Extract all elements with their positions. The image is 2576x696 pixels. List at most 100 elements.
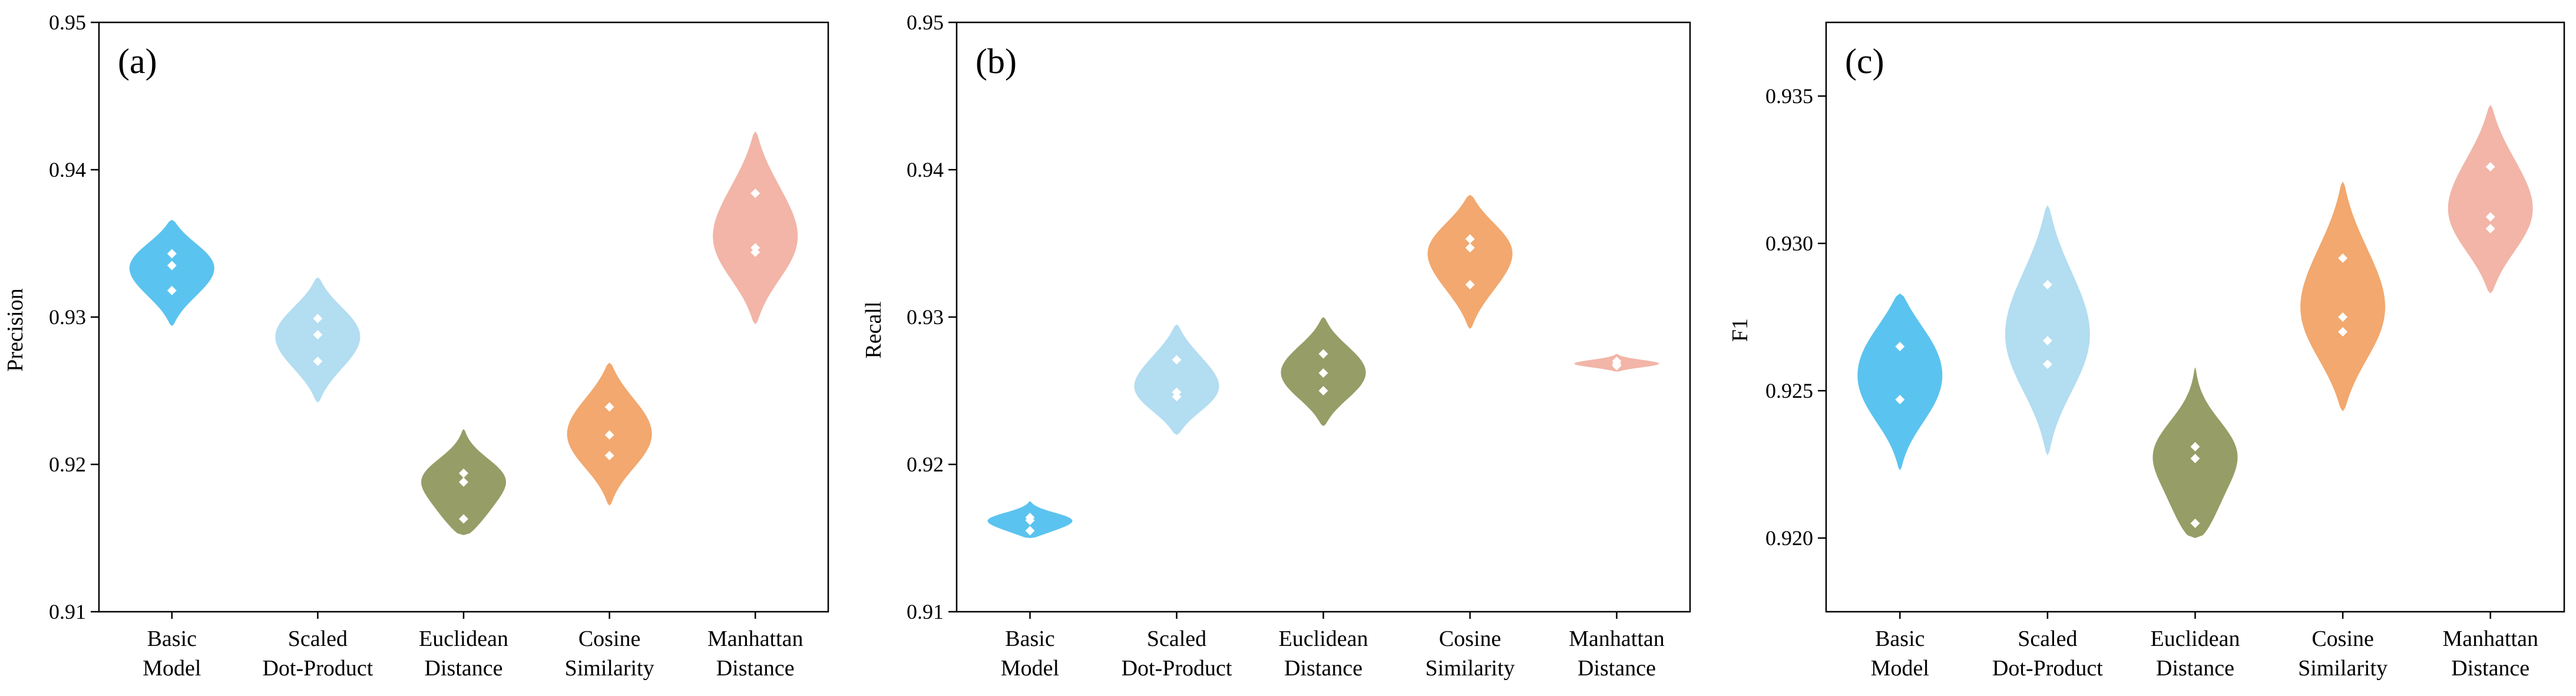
x-tick-label-scaled-dot-product: Scaled — [2018, 626, 2077, 651]
data-point-cosine-similarity — [2338, 327, 2348, 337]
data-point-scaled-dot-product — [313, 314, 323, 324]
y-tick-label: 0.920 — [1765, 526, 1813, 550]
data-point-euclidean-distance — [459, 477, 468, 487]
y-axis-label: Recall — [861, 301, 886, 358]
y-tick-label: 0.925 — [1765, 379, 1813, 403]
x-tick-label-cosine-similarity: Similarity — [565, 656, 654, 681]
y-tick-label: 0.930 — [1765, 232, 1813, 255]
y-tick-label: 0.94 — [907, 158, 944, 182]
x-tick-label-euclidean-distance: Distance — [2156, 656, 2234, 681]
data-point-manhattan-distance — [750, 189, 760, 198]
data-point-manhattan-distance — [2485, 224, 2495, 233]
x-tick-label-manhattan-distance: Distance — [2451, 656, 2529, 681]
data-point-manhattan-distance — [2485, 212, 2495, 222]
x-tick-label-euclidean-distance: Euclidean — [419, 626, 508, 651]
data-point-basic-model — [1895, 395, 1905, 404]
data-point-scaled-dot-product — [2042, 280, 2052, 289]
data-point-scaled-dot-product — [1172, 355, 1182, 365]
violin-basic-model — [1857, 293, 1943, 470]
violin-scaled-dot-product — [2005, 205, 2090, 456]
y-tick-label: 0.92 — [907, 453, 944, 476]
data-point-manhattan-distance — [1612, 361, 1622, 371]
violin-euclidean-distance — [2152, 367, 2238, 538]
x-tick-label-euclidean-distance: Distance — [1284, 656, 1363, 681]
x-tick-label-manhattan-distance: Distance — [1578, 656, 1656, 681]
panel-a: 0.91 0.92 0.93 0.94 0.95 Precision (a) Basic Mod… — [3, 11, 829, 681]
x-tick-label-scaled-dot-product: Dot-Product — [262, 656, 373, 681]
violin-cosine-similarity — [1427, 194, 1513, 329]
x-tick-label-cosine-similarity: Similarity — [1426, 656, 1515, 681]
x-tick-label-basic-model: Basic — [1005, 626, 1054, 651]
data-point-scaled-dot-product — [313, 357, 323, 366]
data-point-cosine-similarity — [1465, 243, 1475, 253]
panel-label: (c) — [1845, 42, 1884, 81]
data-point-cosine-similarity — [1465, 234, 1475, 244]
x-tick-label-cosine-similarity: Cosine — [1439, 626, 1502, 651]
x-tick-label-manhattan-distance: Distance — [716, 656, 795, 681]
y-tick-label: 0.91 — [49, 600, 86, 624]
x-tick-label-basic-model: Model — [143, 656, 201, 681]
panel-b: 0.91 0.92 0.93 0.94 0.95 Recall (b) Basic Model S… — [861, 11, 1691, 681]
violin-basic-model — [129, 220, 214, 326]
y-axis-label: Precision — [3, 288, 28, 371]
data-point-euclidean-distance — [2190, 519, 2200, 528]
y-axis-label: F1 — [1728, 318, 1752, 342]
y-tick-label: 0.91 — [907, 600, 944, 624]
data-point-euclidean-distance — [1318, 386, 1328, 395]
x-tick-label-scaled-dot-product: Scaled — [288, 626, 348, 651]
y-tick-label: 0.93 — [49, 305, 86, 329]
data-point-euclidean-distance — [459, 469, 468, 478]
data-point-euclidean-distance — [2190, 442, 2200, 451]
x-tick-label-euclidean-distance: Euclidean — [1279, 626, 1368, 651]
data-point-euclidean-distance — [1318, 368, 1328, 378]
x-tick-label-scaled-dot-product: Scaled — [1147, 626, 1206, 651]
data-point-euclidean-distance — [2190, 454, 2200, 463]
y-tick-label: 0.93 — [907, 305, 944, 329]
data-point-manhattan-distance — [2485, 162, 2495, 171]
y-tick-label: 0.94 — [49, 158, 86, 182]
x-tick-label-euclidean-distance: Euclidean — [2151, 626, 2240, 651]
data-point-cosine-similarity — [2338, 253, 2348, 263]
data-point-cosine-similarity — [604, 451, 614, 460]
x-tick-label-cosine-similarity: Cosine — [2312, 626, 2374, 651]
violin-manhattan-distance — [713, 131, 798, 325]
x-tick-label-scaled-dot-product: Dot-Product — [1992, 656, 2103, 681]
violin-cosine-similarity — [2300, 182, 2386, 411]
data-point-cosine-similarity — [604, 402, 614, 412]
data-point-cosine-similarity — [604, 430, 614, 440]
x-tick-label-basic-model: Basic — [147, 626, 197, 651]
data-point-manhattan-distance — [750, 248, 760, 257]
panel-label: (b) — [975, 42, 1017, 81]
data-point-basic-model — [1025, 526, 1035, 536]
data-point-basic-model — [167, 249, 177, 259]
x-tick-label-scaled-dot-product: Dot-Product — [1122, 656, 1232, 681]
panel-c: 0.920 0.925 0.930 0.935 F1 (c) Basic Model Scale… — [1728, 21, 2565, 681]
panel-label: (a) — [118, 42, 157, 81]
x-tick-label-basic-model: Model — [1001, 656, 1059, 681]
x-tick-label-manhattan-distance: Manhattan — [2442, 626, 2538, 651]
data-point-euclidean-distance — [1318, 349, 1328, 359]
data-point-cosine-similarity — [2338, 312, 2348, 322]
y-tick-label: 0.935 — [1765, 84, 1813, 108]
violin-manhattan-distance — [2448, 105, 2533, 293]
x-tick-label-basic-model: Model — [1871, 656, 1929, 681]
data-point-euclidean-distance — [459, 514, 468, 524]
data-point-scaled-dot-product — [2042, 336, 2052, 345]
x-tick-label-manhattan-distance: Manhattan — [707, 626, 803, 651]
data-point-scaled-dot-product — [313, 330, 323, 339]
data-point-basic-model — [1895, 342, 1905, 351]
x-tick-label-cosine-similarity: Similarity — [2298, 656, 2387, 681]
x-tick-label-cosine-similarity: Cosine — [578, 626, 641, 651]
data-point-scaled-dot-product — [1172, 392, 1182, 401]
y-tick-label: 0.92 — [49, 453, 86, 476]
y-tick-label: 0.95 — [49, 11, 86, 34]
violin-scaled-dot-product — [275, 277, 361, 403]
data-point-basic-model — [1025, 516, 1035, 525]
data-point-basic-model — [167, 286, 177, 295]
x-tick-label-basic-model: Basic — [1875, 626, 1924, 651]
y-tick-label: 0.95 — [907, 11, 944, 34]
data-point-basic-model — [167, 260, 177, 271]
data-point-scaled-dot-product — [2042, 359, 2052, 369]
data-point-cosine-similarity — [1465, 280, 1475, 289]
